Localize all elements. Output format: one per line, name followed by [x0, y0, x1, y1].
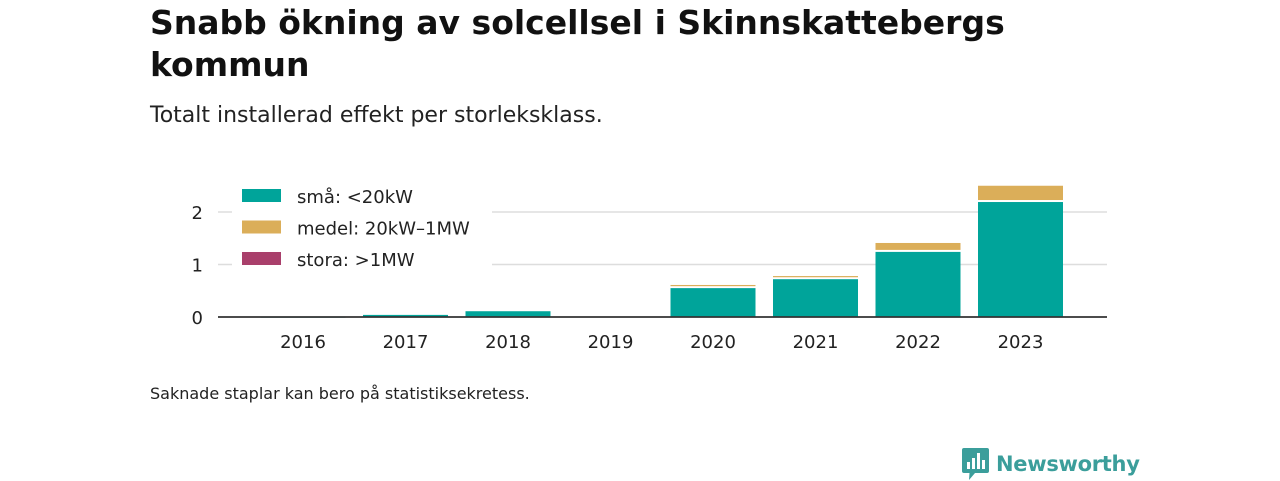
bar-2021-series-0 — [773, 279, 858, 317]
newsworthy-logo-icon — [962, 448, 989, 480]
bar-2020-series-0 — [670, 288, 756, 317]
legend-swatch-2 — [242, 252, 281, 265]
y-tick-label: 0 — [192, 308, 203, 329]
x-tick-label: 2021 — [793, 332, 839, 353]
legend-swatch-1 — [242, 220, 281, 234]
newsworthy-logo[interactable]: Newsworthy — [961, 447, 1140, 481]
bar-2018-series-0 — [465, 311, 551, 317]
bar-2023-series-0 — [978, 202, 1063, 317]
footnote: Saknade staplar kan bero på statistiksek… — [150, 384, 530, 403]
x-tick-label: 2022 — [895, 332, 941, 353]
x-tick-label: 2023 — [998, 332, 1044, 353]
legend-swatch-0 — [242, 189, 281, 202]
legend-label-0: små: <20kW — [297, 187, 413, 208]
legend-label-1: medel: 20kW–1MW — [297, 219, 470, 240]
bar-2017-series-0 — [363, 314, 448, 317]
newsworthy-logo-text: Newsworthy — [996, 452, 1140, 476]
x-tick-label: 2020 — [690, 332, 736, 353]
bar-2021-series-1 — [773, 276, 858, 278]
bar-2022-series-1 — [875, 242, 961, 250]
x-tick-label: 2019 — [588, 332, 634, 353]
x-tick-label: 2017 — [383, 332, 429, 353]
bar-2020-series-1 — [670, 284, 756, 287]
legend-label-2: stora: >1MW — [297, 250, 415, 271]
bar-2023-series-1 — [978, 185, 1063, 201]
bar-2022-series-0 — [875, 251, 961, 317]
stacked-bar-chart: 0 1 2 2016 2017 2018 2019 2020 2021 2022 2023 små:… — [191, 178, 1107, 353]
x-tick-label: 2016 — [280, 332, 326, 353]
axes: 0 1 2 2016 2017 2018 2019 2020 2021 2022 2023 — [192, 203, 1107, 353]
y-tick-label: 1 — [192, 256, 203, 277]
legend: små: <20kW medel: 20kW–1MW stora: >1MW — [232, 178, 492, 278]
chart-title: Snabb ökning av solcellsel i Skinnskatte… — [150, 3, 1005, 84]
chart-subtitle: Totalt installerad effekt per storlekskl… — [150, 103, 603, 128]
y-tick-label: 2 — [192, 203, 203, 224]
x-tick-label: 2018 — [485, 332, 531, 353]
